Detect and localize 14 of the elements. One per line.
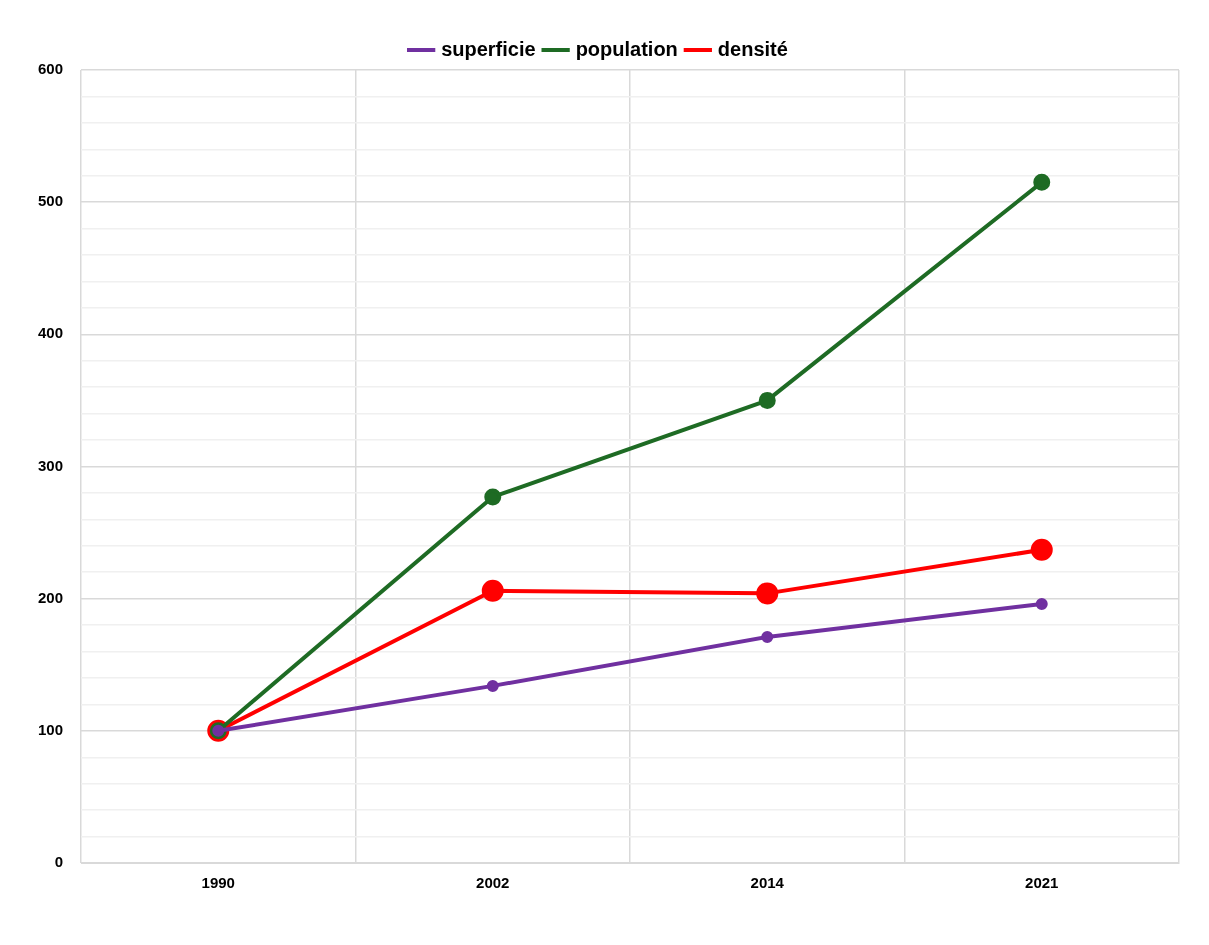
y-tick-label: 600 — [38, 60, 64, 78]
legend-label: superficie — [441, 37, 536, 60]
y-tick-label: 300 — [38, 456, 64, 474]
legend-label: population — [575, 37, 678, 60]
x-tick-label: 2002 — [476, 874, 510, 892]
legend-label: densité — [717, 37, 788, 60]
x-tick-label: 2021 — [1025, 874, 1059, 892]
x-tick-label: 2014 — [750, 874, 785, 892]
y-tick-label: 400 — [38, 324, 64, 342]
y-tick-label: 100 — [38, 720, 64, 738]
x-tick-label: 1990 — [201, 874, 235, 892]
y-tick-label: 500 — [38, 192, 64, 210]
y-tick-label: 0 — [54, 853, 64, 871]
y-tick-label: 200 — [38, 588, 64, 606]
